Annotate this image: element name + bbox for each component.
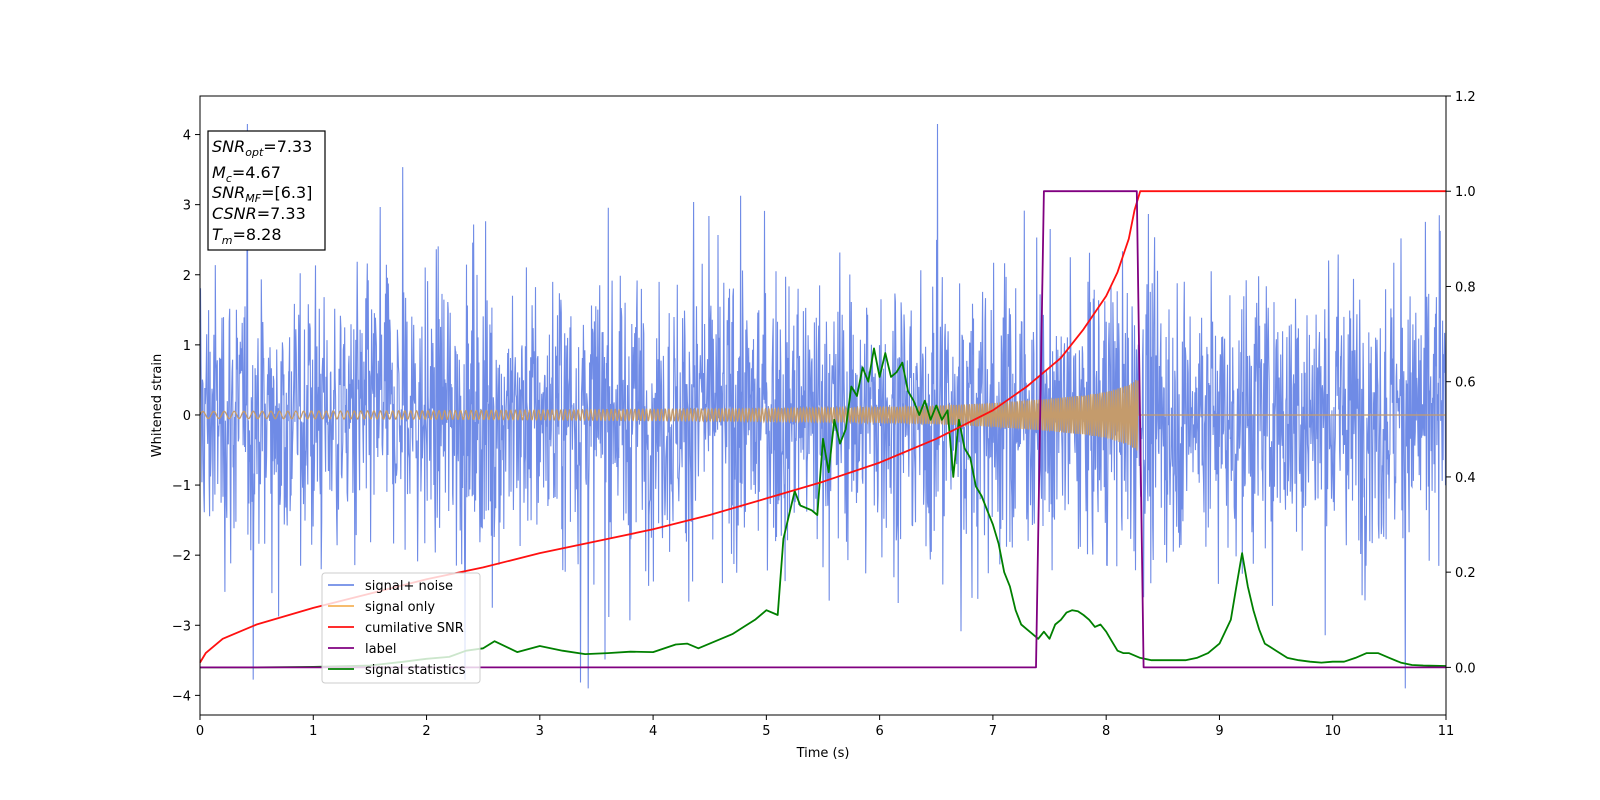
legend-label-label: label [365,642,396,657]
legend-frame [321,572,481,684]
x-axis-label: Time (s) [796,746,850,761]
signal-trace [199,380,1446,451]
legend: signal+ noise signal only cumilative SNR la… [321,572,481,684]
annotation-csnr: CSNR=7.33 [212,204,306,223]
signal-series [199,380,1446,451]
axes: 0 1 2 3 4 5 6 7 8 9 10 1143210−1−2−3−41.21.00.80.60… [150,90,1476,761]
y2-tick-label: 0.8 [1455,280,1476,295]
x-tick-label: 3 [536,724,544,739]
annotation-frame [207,130,326,251]
annotation-mc: Mc=4.67 [212,163,281,185]
label-line [200,190,1446,669]
y-tick-label: −4 [172,689,191,704]
legend-label-noise: signal+ noise [365,579,453,594]
x-tick-label: 9 [1215,724,1223,739]
x-tick-label: 1 [309,724,317,739]
y2-tick-label: 0.2 [1455,566,1476,581]
noise-series [199,123,1447,689]
y-tick-label: 3 [183,199,191,214]
y2-tick-label: 0.4 [1455,471,1476,486]
x-tick-label: 2 [422,724,430,739]
y-tick-label: 2 [183,269,191,284]
annotation-box: SNRopt=7.33 Mc=4.67 SNRMF=[6.3] CSNR=7.3… [207,130,326,251]
stats-line [200,347,1447,669]
y-tick-label: 4 [183,129,191,144]
annotation-tm: Tm=8.28 [212,225,282,247]
y-tick-label: −1 [172,479,191,494]
legend-label-signal: signal only [365,600,435,615]
annotation-snr-mf: SNRMF=[6.3] [212,183,312,205]
x-tick-label: 10 [1324,724,1341,739]
y-tick-label: −2 [172,549,191,564]
x-tick-label: 0 [196,724,204,739]
y-tick-label: 1 [183,339,191,354]
x-tick-label: 6 [875,724,883,739]
x-tick-label: 11 [1438,724,1455,739]
x-tick-label: 5 [762,724,770,739]
legend-label-csnr: cumilative SNR [365,621,464,636]
y-axis-label: Whitened strain [150,354,165,457]
y2-tick-label: 1.0 [1455,185,1476,200]
x-tick-label: 4 [649,724,657,739]
legend-label-stats: signal statistics [365,663,466,678]
y-tick-label: −3 [172,619,191,634]
x-tick-label: 7 [989,724,997,739]
y2-tick-label: 0.6 [1455,376,1476,391]
y2-tick-label: 1.2 [1455,90,1476,105]
annotation-snr-opt: SNRopt=7.33 [212,137,312,159]
y2-tick-label: 0.0 [1455,661,1476,676]
x-tick-label: 8 [1102,724,1110,739]
y-tick-label: 0 [183,409,191,424]
noise-trace [199,123,1447,689]
plot-frame [199,95,1447,716]
